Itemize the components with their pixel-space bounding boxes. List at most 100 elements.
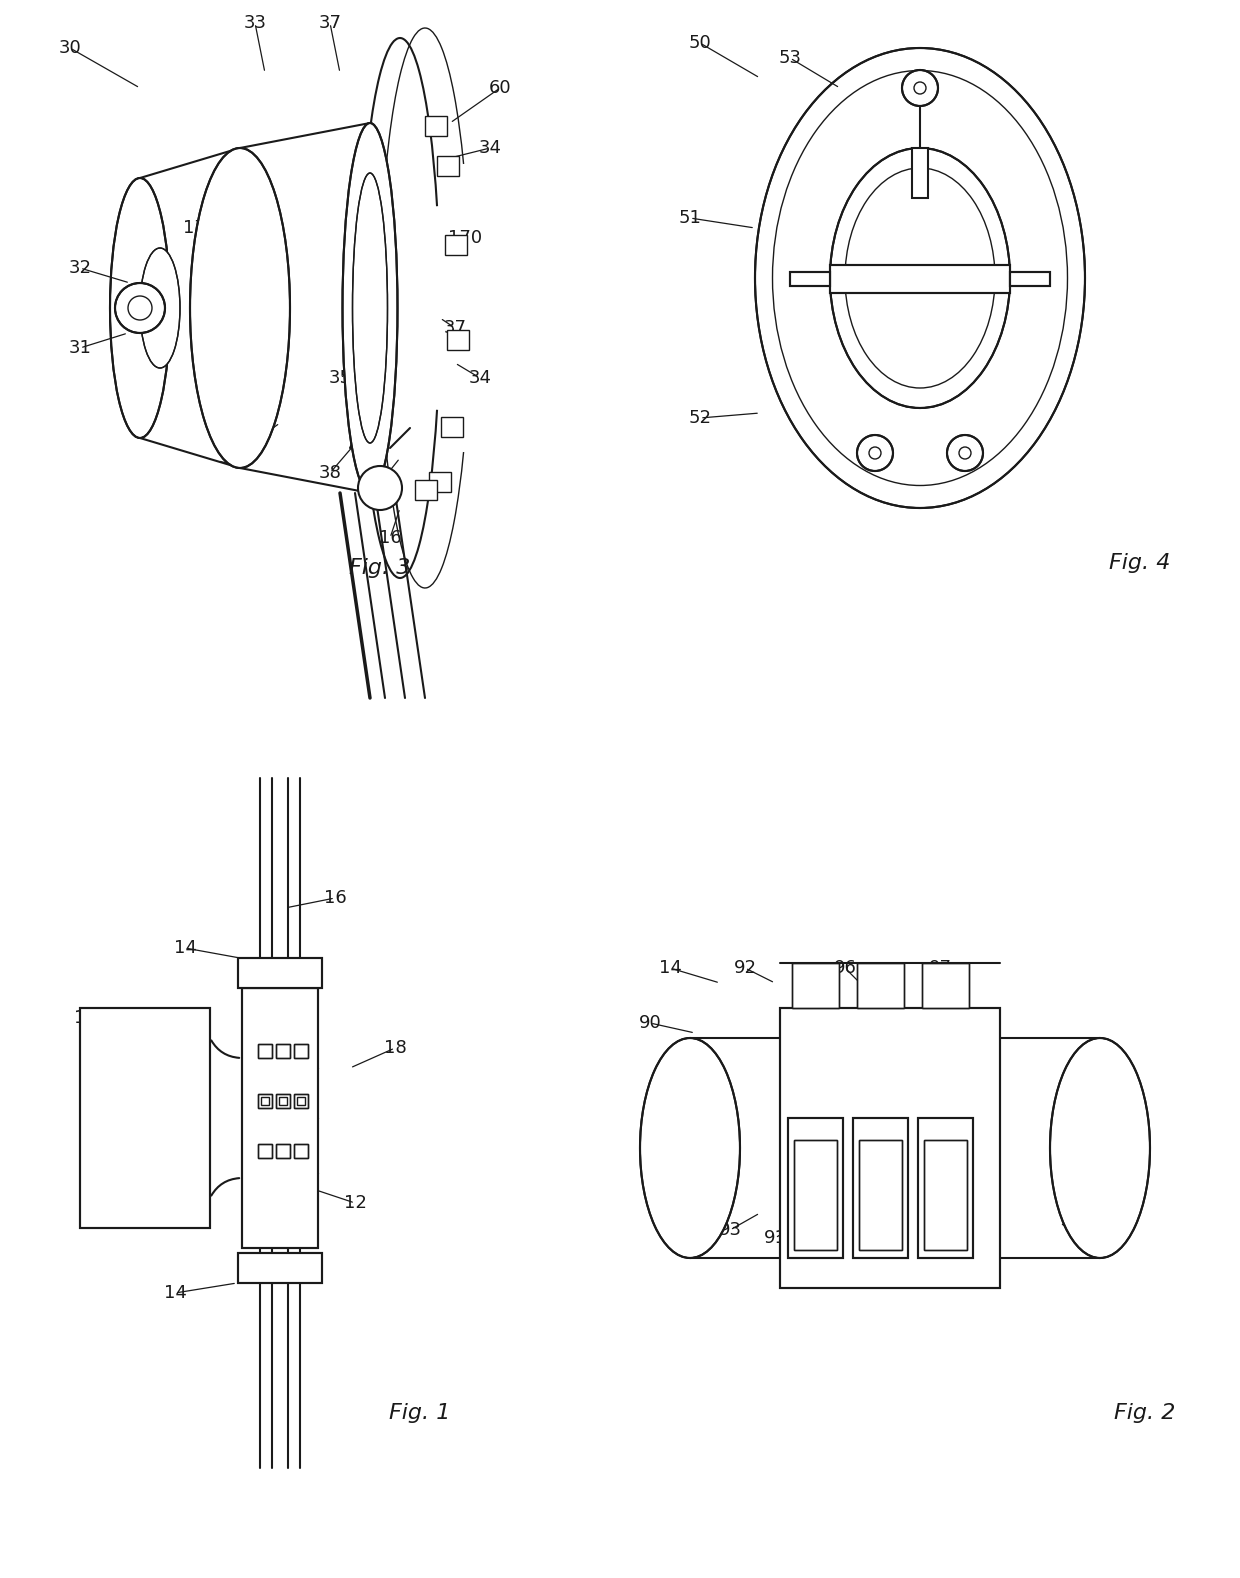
Text: 10: 10 (73, 1008, 97, 1027)
Bar (294, 1094, 308, 1108)
Text: 18: 18 (383, 1038, 407, 1057)
Bar (238, 958, 322, 988)
Bar (277, 1045, 290, 1057)
Bar (794, 1139, 837, 1250)
Bar (792, 963, 839, 1008)
Bar (238, 958, 322, 988)
Circle shape (901, 69, 937, 106)
Circle shape (115, 282, 165, 333)
Bar (277, 1094, 290, 1108)
Polygon shape (446, 330, 469, 350)
Bar (911, 148, 928, 197)
Bar (859, 1139, 901, 1250)
Bar (780, 1008, 999, 1288)
Text: 30: 30 (58, 39, 82, 57)
Text: 53: 53 (779, 49, 801, 66)
Text: 14: 14 (164, 1284, 186, 1302)
Ellipse shape (640, 1038, 740, 1258)
Bar (294, 1144, 308, 1158)
Bar (81, 1008, 210, 1228)
Polygon shape (440, 417, 463, 437)
Bar (260, 1097, 269, 1105)
Bar (790, 271, 830, 286)
Bar (830, 265, 1011, 294)
Bar (258, 1144, 272, 1158)
Ellipse shape (110, 178, 170, 439)
Text: 95: 95 (668, 1204, 692, 1221)
Text: 50: 50 (688, 35, 712, 52)
Bar (853, 1117, 908, 1258)
Ellipse shape (190, 148, 290, 469)
Text: 37: 37 (444, 319, 466, 338)
Text: 33: 33 (243, 14, 267, 32)
Text: 170: 170 (184, 219, 217, 237)
Text: 38: 38 (319, 464, 341, 481)
Polygon shape (424, 115, 446, 136)
Text: 170: 170 (448, 229, 482, 248)
Bar (918, 1117, 973, 1258)
Text: 16: 16 (324, 888, 346, 907)
Bar (924, 1139, 967, 1250)
Bar (258, 1045, 272, 1057)
Bar (857, 963, 904, 1008)
Bar (294, 1045, 308, 1057)
Ellipse shape (342, 123, 398, 492)
Text: 52: 52 (688, 409, 712, 428)
Bar (787, 1117, 843, 1258)
Bar (258, 1094, 272, 1108)
Bar (277, 1094, 290, 1108)
Bar (1011, 271, 1050, 286)
Circle shape (358, 466, 402, 510)
Bar (258, 1094, 272, 1108)
Polygon shape (429, 472, 451, 492)
Bar (238, 1253, 322, 1283)
Text: 35: 35 (329, 369, 351, 387)
Circle shape (947, 436, 983, 470)
Text: 37: 37 (368, 473, 392, 492)
Bar (853, 1117, 908, 1258)
Bar (294, 1144, 308, 1158)
Ellipse shape (140, 248, 180, 368)
Text: 14: 14 (658, 959, 682, 977)
Text: 37: 37 (319, 14, 341, 32)
Text: 34: 34 (479, 139, 501, 156)
Circle shape (857, 436, 893, 470)
Bar (277, 1045, 290, 1057)
Bar (830, 265, 1011, 294)
Text: 91: 91 (909, 1234, 931, 1251)
Bar (294, 1045, 308, 1057)
Polygon shape (438, 156, 459, 177)
Bar (857, 963, 904, 1008)
Bar (279, 1097, 286, 1105)
Bar (277, 1144, 290, 1158)
Text: 31: 31 (68, 339, 92, 357)
Text: 39: 39 (218, 450, 242, 467)
Ellipse shape (755, 47, 1085, 508)
Text: 91: 91 (1074, 1229, 1096, 1247)
Bar (794, 1139, 837, 1250)
Bar (238, 1253, 322, 1283)
Text: 11: 11 (99, 1188, 122, 1207)
Bar (258, 1144, 272, 1158)
Bar (258, 1045, 272, 1057)
Text: 60: 60 (489, 79, 511, 96)
Ellipse shape (352, 174, 387, 443)
Text: 90: 90 (639, 1015, 661, 1032)
Text: Fig. 3: Fig. 3 (350, 559, 410, 578)
Bar (859, 1139, 901, 1250)
Text: 16: 16 (378, 529, 402, 548)
Text: 97: 97 (929, 959, 951, 977)
Bar (1011, 271, 1050, 286)
Bar (242, 988, 317, 1248)
Text: Fig. 1: Fig. 1 (389, 1403, 450, 1423)
Text: Fig. 2: Fig. 2 (1115, 1403, 1176, 1423)
Bar (923, 963, 968, 1008)
Bar (780, 1008, 999, 1288)
Ellipse shape (1050, 1038, 1149, 1258)
Bar (792, 963, 839, 1008)
Text: 32: 32 (68, 259, 92, 278)
Text: 34: 34 (469, 369, 491, 387)
Text: Fig. 4: Fig. 4 (1110, 552, 1171, 573)
Text: 96: 96 (833, 959, 857, 977)
Bar (294, 1094, 308, 1108)
